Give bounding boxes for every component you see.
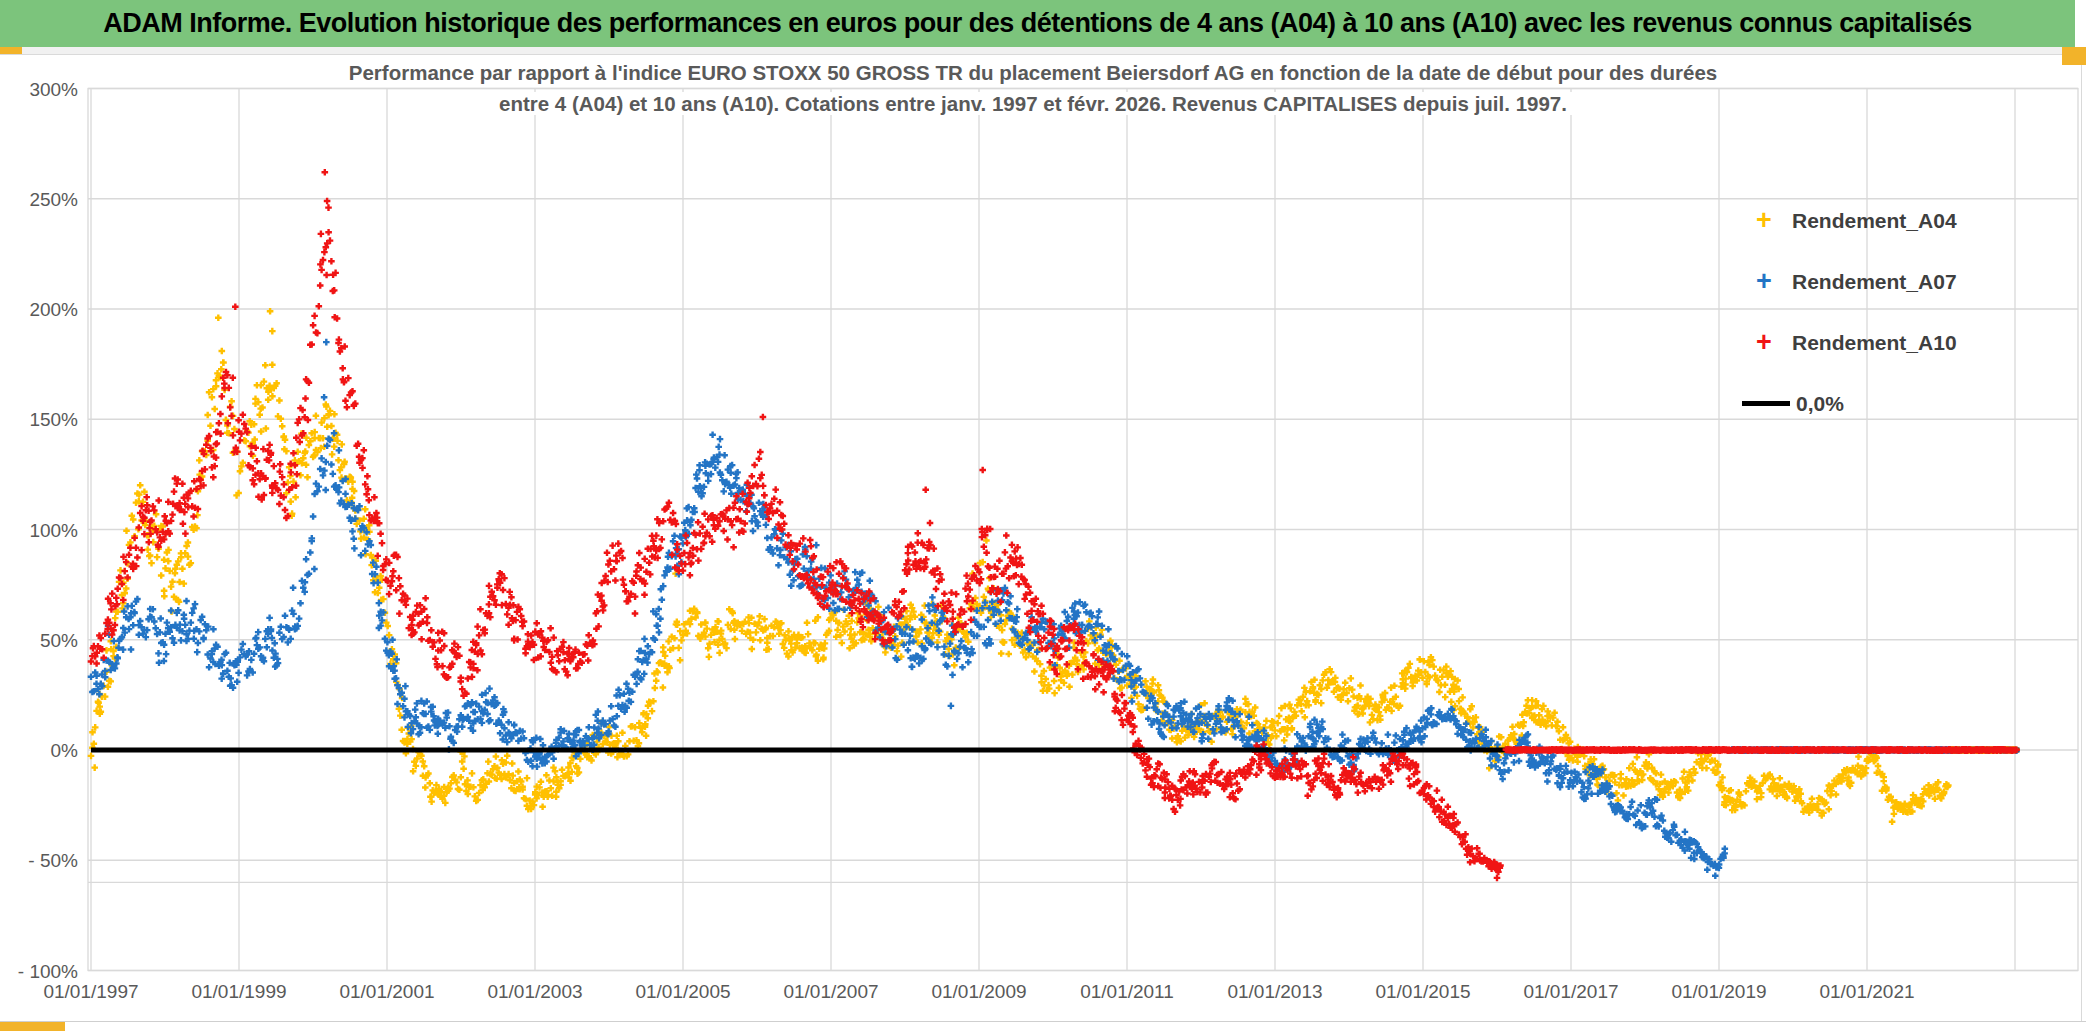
x-axis-label: 01/01/1997 bbox=[43, 981, 138, 1002]
legend-item-0-0-[interactable]: 0,0% bbox=[1742, 373, 1957, 434]
plus-marker-icon: + bbox=[1742, 268, 1786, 295]
legend-item-label: Rendement_A04 bbox=[1792, 209, 1957, 233]
y-axis-label: 150% bbox=[29, 409, 78, 430]
x-axis-label: 01/01/2005 bbox=[635, 981, 730, 1002]
legend-item-label: Rendement_A07 bbox=[1792, 270, 1957, 294]
y-axis-label: - 50% bbox=[28, 850, 78, 871]
line-marker-icon bbox=[1742, 401, 1790, 406]
x-axis-label: 01/01/2003 bbox=[487, 981, 582, 1002]
chart-title: Performance par rapport à l'indice EURO … bbox=[193, 58, 1873, 120]
chart-legend: +Rendement_A04+Rendement_A07+Rendement_A… bbox=[1742, 190, 1957, 434]
legend-item-label: 0,0% bbox=[1796, 392, 1844, 416]
x-axis-label: 01/01/2019 bbox=[1671, 981, 1766, 1002]
x-axis-label: 01/01/2009 bbox=[931, 981, 1026, 1002]
gold-corner-top-right bbox=[2062, 47, 2086, 65]
plus-marker-icon: + bbox=[1742, 207, 1786, 234]
x-axis-label: 01/01/2017 bbox=[1523, 981, 1618, 1002]
legend-item-label: Rendement_A10 bbox=[1792, 331, 1957, 355]
chart-plot-area[interactable]: 300%250%200%150%100%50%0%- 50%- 100%01/0… bbox=[0, 0, 2086, 1031]
bottom-divider bbox=[0, 1021, 2086, 1022]
series-rendement_a10 bbox=[88, 169, 1504, 881]
y-axis-label: 50% bbox=[40, 630, 78, 651]
y-axis-label: - 100% bbox=[18, 961, 78, 982]
header-divider bbox=[0, 47, 2086, 55]
title-bar: ADAM Informe. Evolution historique des p… bbox=[0, 0, 2075, 47]
y-axis-label: 0% bbox=[51, 740, 79, 761]
application-window: ADAM Informe. Evolution historique des p… bbox=[0, 0, 2086, 1031]
y-axis-label: 250% bbox=[29, 189, 78, 210]
x-axis-label: 01/01/2021 bbox=[1819, 981, 1914, 1002]
y-axis-label: 300% bbox=[29, 79, 78, 100]
right-divider bbox=[2081, 55, 2082, 1021]
x-axis-label: 01/01/2013 bbox=[1227, 981, 1322, 1002]
legend-item-rendement-a07[interactable]: +Rendement_A07 bbox=[1742, 251, 1957, 312]
x-axis-label: 01/01/1999 bbox=[191, 981, 286, 1002]
x-axis-label: 01/01/2015 bbox=[1375, 981, 1470, 1002]
gold-corner-top-left bbox=[0, 47, 22, 54]
page-title: ADAM Informe. Evolution historique des p… bbox=[103, 8, 1972, 39]
x-axis-label: 01/01/2011 bbox=[1080, 981, 1174, 1002]
y-axis-label: 200% bbox=[29, 299, 78, 320]
plus-marker-icon: + bbox=[1742, 329, 1786, 356]
chart-title-line-1: Performance par rapport à l'indice EURO … bbox=[344, 61, 1722, 84]
legend-item-rendement-a04[interactable]: +Rendement_A04 bbox=[1742, 190, 1957, 251]
x-axis-label: 01/01/2007 bbox=[783, 981, 878, 1002]
y-axis-label: 100% bbox=[29, 520, 78, 541]
x-axis-label: 01/01/2001 bbox=[339, 981, 434, 1002]
chart-title-line-2: entre 4 (A04) et 10 ans (A10). Cotations… bbox=[494, 92, 1572, 115]
gold-corner-bottom-left bbox=[0, 1022, 65, 1031]
legend-item-rendement-a10[interactable]: +Rendement_A10 bbox=[1742, 312, 1957, 373]
